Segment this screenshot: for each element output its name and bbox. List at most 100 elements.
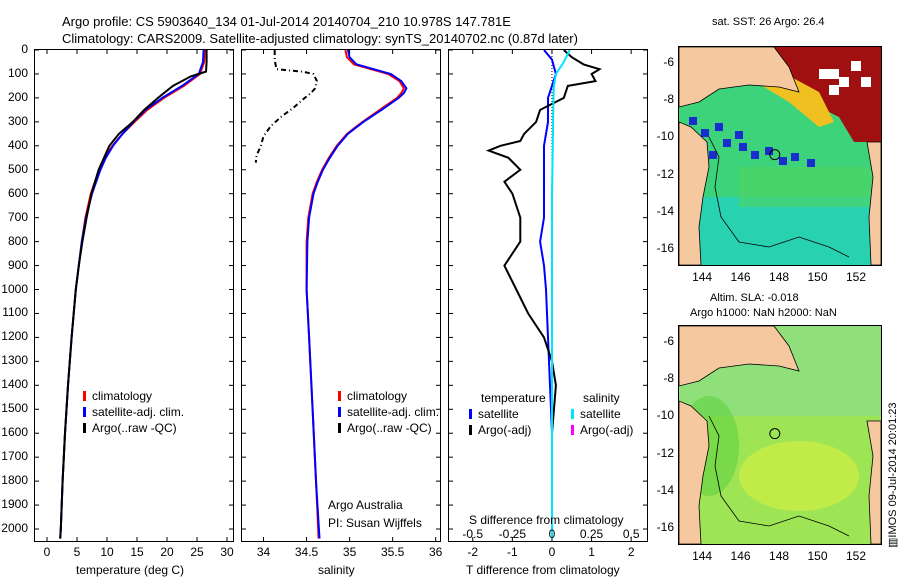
legend-satellite-label: satellite-adj. clim. (92, 405, 185, 419)
depth-tick-label: 1500 (1, 401, 28, 416)
x-tick-label: 25 (190, 545, 204, 559)
cloud-pixel (861, 77, 871, 87)
depth-tick-label: 1900 (1, 497, 28, 512)
isobath-line (708, 136, 850, 258)
australia-land (679, 400, 710, 544)
sla-map-canvas (679, 326, 881, 544)
difference-panel: temperature satellite Argo(-adj) salinit… (448, 49, 648, 542)
depth-tick-label: 1800 (1, 473, 28, 488)
difference-plot (449, 49, 647, 541)
depth-tick-label: 1400 (1, 377, 28, 392)
lat-tick-label: -8 (663, 371, 674, 386)
depth-tick-label: 300 (7, 113, 28, 128)
temperature-panel: climatology satellite-adj. clim. Argo(..… (34, 49, 234, 542)
legend-temp-argo-label: Argo(-adj) (478, 423, 532, 437)
x-tick-label: 5 (73, 545, 81, 559)
lon-tick-label: 144 (692, 549, 713, 563)
salinity-axis-label: salinity (318, 563, 355, 577)
x-tick-label: 30 (220, 545, 234, 559)
x-tick-label: 0 (43, 545, 51, 559)
depth-tick-label: 800 (7, 233, 28, 248)
legend-temp-satellite-label: satellite (478, 407, 519, 421)
lat-tick-label: -8 (663, 92, 674, 107)
legend-climatology-label: climatology (347, 389, 408, 403)
x-tick-label: 1 (588, 545, 595, 559)
sla-map-title-1: Altim. SLA: -0.018 (710, 292, 799, 304)
island-land (866, 141, 881, 265)
series-line-argo-raw-qc- (59, 50, 208, 539)
depth-tick-label: 900 (7, 257, 28, 272)
legend-argo-label: Argo(..raw -QC) (347, 421, 432, 435)
depth-tick-label: 0 (21, 42, 28, 56)
depth-tick-label: 1200 (1, 329, 28, 344)
lat-tick-label: -12 (656, 445, 674, 460)
series-line-argo-raw-qc- (254, 50, 318, 163)
x-tick-label: 35 (342, 545, 357, 559)
legend-sal-argo-label: Argo(-adj) (580, 423, 634, 437)
lat-tick-label: -14 (656, 482, 674, 497)
legend-argo: Argo(..raw -QC) (338, 420, 439, 436)
series-line-satellite-adj-clim- (305, 49, 408, 539)
depth-tick-label: 700 (7, 209, 28, 224)
legend-salinity-header: salinity (571, 390, 633, 406)
x-tick-label: 35.5 (380, 545, 405, 559)
depth-tick-label: 1600 (1, 425, 28, 440)
salinity-legend: climatology satellite-adj. clim. Argo(..… (338, 388, 439, 436)
satellite-swatch (83, 407, 86, 417)
depth-tick-label: 2000 (1, 521, 28, 536)
australia-land (679, 121, 710, 265)
x-tick-label: 34.5 (294, 545, 319, 559)
series-line-temperature-argo-adj- (485, 49, 602, 539)
depth-tick-label: 1100 (2, 305, 28, 320)
satellite-swatch (338, 407, 341, 417)
argo-swatch (469, 425, 472, 435)
lat-tick-label: -12 (656, 166, 674, 181)
legend-temp-satellite: satellite (469, 406, 546, 422)
legend-satellite: satellite-adj. clim. (83, 404, 184, 420)
cloud-pixel (839, 77, 849, 87)
x-tick-label: 10 (100, 545, 114, 559)
climatology-swatch (338, 391, 341, 401)
s-diff-tick-label: -0.25 (498, 527, 527, 541)
cool-pixel (739, 143, 747, 151)
s-difference-label: S difference from climatology (469, 513, 624, 527)
s-diff-tick-label: -0.5 (462, 527, 484, 541)
s-diff-tick-label: 0 (548, 527, 556, 541)
cool-pixel (715, 123, 723, 131)
s-diff-tick-label: 0.5 (622, 527, 640, 541)
cool-pixel (701, 129, 709, 137)
cool-pixel (689, 117, 697, 125)
series-line-climatology (305, 49, 405, 539)
depth-tick-label: 200 (7, 89, 28, 104)
lon-tick-label: 148 (769, 270, 790, 284)
cool-pixel (735, 131, 743, 139)
sla-map (678, 325, 882, 545)
imos-timestamp-text: IMOS 09-Jul-2014 20:01:23 (887, 402, 899, 538)
x-tick-label: -2 (467, 545, 479, 559)
cloud-pixel (851, 61, 861, 71)
legend-salinity-label: salinity (583, 391, 620, 405)
temperature-plot (35, 49, 233, 541)
climatology-swatch (83, 391, 86, 401)
island-land (866, 420, 881, 544)
depth-tick-label: 1700 (1, 449, 28, 464)
salinity-plot (242, 49, 440, 541)
imos-timestamp: ▥IMOS 09-Jul-2014 20:01:23 (886, 402, 899, 548)
sst-map-title: sat. SST: 26 Argo: 26.4 (712, 16, 825, 28)
x-tick-label: 20 (160, 545, 174, 559)
legend-climatology: climatology (83, 388, 184, 404)
series-line-temperature-satellite (539, 49, 557, 539)
depth-tick-label: 400 (7, 137, 28, 152)
cool-pixel (723, 139, 731, 147)
x-tick-label: -1 (507, 545, 518, 559)
lon-tick-label: 146 (730, 270, 751, 284)
sla-high (739, 441, 859, 511)
depth-tick-label: 1300 (1, 353, 28, 368)
isobath-line (708, 415, 850, 537)
sla-map-title-2: Argo h1000: NaN h2000: NaN (690, 307, 837, 319)
profile-location-marker (769, 428, 781, 440)
imos-logo-icon: ▥ (887, 537, 899, 548)
salinity-satellite-swatch (571, 409, 574, 419)
argo-swatch (338, 423, 341, 433)
lat-tick-label: -6 (663, 333, 674, 348)
